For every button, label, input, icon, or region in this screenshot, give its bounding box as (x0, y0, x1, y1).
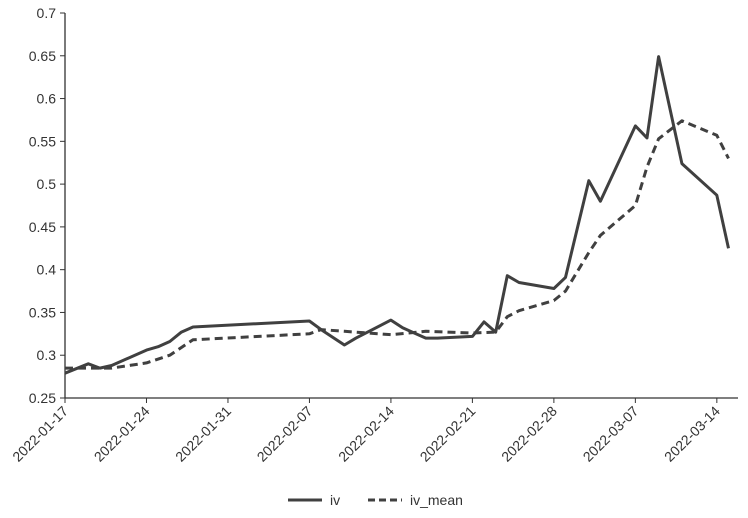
legend-label-iv: iv (330, 492, 340, 508)
series-line-iv (64, 55, 730, 375)
x-tick-label: 2022-01-24 (91, 403, 153, 465)
x-tick-label: 2022-01-17 (9, 403, 71, 465)
y-tick-label: 0.55 (29, 133, 56, 149)
y-tick-label: 0.6 (37, 91, 57, 107)
series-lines (64, 55, 730, 375)
axes: 0.25 0.3 0.35 0.4 0.45 0.5 0.55 0.6 0.65 0.7 2022-… (9, 5, 738, 465)
x-tick-label: 2022-02-21 (417, 403, 479, 465)
legend-label-iv-mean: iv_mean (410, 492, 463, 508)
y-tick-label: 0.45 (29, 219, 56, 235)
y-tick-label: 0.4 (37, 262, 57, 278)
y-tick-label: 0.35 (29, 304, 56, 320)
y-tick-label: 0.65 (29, 48, 56, 64)
y-tick-label: 0.3 (37, 347, 57, 363)
x-tick-label: 2022-03-14 (661, 403, 723, 465)
x-tick-label: 2022-02-28 (498, 403, 560, 465)
x-tick-label: 2022-02-14 (335, 403, 397, 465)
x-tick-label: 2022-03-07 (580, 403, 642, 465)
legend: iv iv_mean (288, 492, 463, 508)
x-tick-label: 2022-02-07 (254, 403, 316, 465)
y-tick-label: 0.5 (37, 176, 57, 192)
y-tick-label: 0.7 (37, 5, 57, 21)
y-tick-label: 0.25 (29, 390, 56, 406)
x-tick-label: 2022-01-31 (172, 403, 234, 465)
series-line-iv-mean (65, 119, 730, 370)
